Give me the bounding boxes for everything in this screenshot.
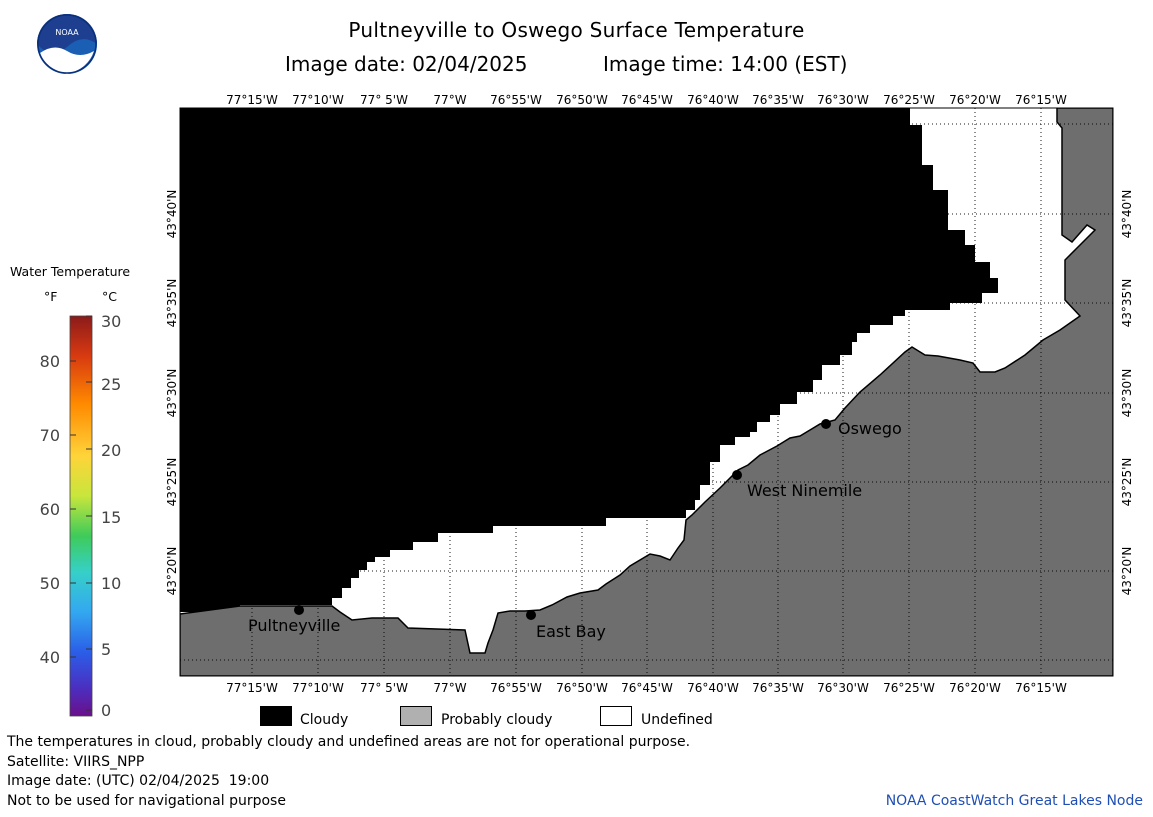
utc-date-note: Image date: (UTC) 02/04/2025 19:00 xyxy=(7,773,270,789)
cloud-area xyxy=(180,108,998,612)
lon-label: 76°55'W xyxy=(490,681,542,695)
unit-celsius: °C xyxy=(102,289,117,304)
c-tick: 15 xyxy=(101,508,121,527)
land-area xyxy=(180,108,1113,676)
lon-label: 76°25'W xyxy=(883,93,935,107)
lat-label: 43°25'N xyxy=(1120,458,1134,507)
lon-label: 76°50'W xyxy=(556,681,608,695)
lon-label: 77°10'W xyxy=(292,93,344,107)
east-bay-marker xyxy=(526,610,536,620)
lon-label: 76°50'W xyxy=(556,93,608,107)
graticule xyxy=(180,108,1113,676)
place-markers: Oswego West Ninemile Pultneyville East B… xyxy=(248,419,902,641)
logo-text: NOAA xyxy=(55,28,79,37)
color-scale: 80 70 60 50 40 30 25 20 15 10 5 0 xyxy=(40,312,122,720)
image-time: Image time: 14:00 (EST) xyxy=(603,52,848,76)
satellite-note: Satellite: VIIRS_NPP xyxy=(7,754,145,770)
noaa-logo: NOAA xyxy=(36,13,98,75)
lat-label: 43°40'N xyxy=(165,190,179,239)
disclaimer-note: The temperatures in cloud, probably clou… xyxy=(7,734,691,750)
lon-label: 76°15'W xyxy=(1015,681,1067,695)
lon-label: 76°20'W xyxy=(949,93,1001,107)
place-label-east-bay: East Bay xyxy=(536,622,606,641)
legend-undefined: Undefined xyxy=(641,712,713,728)
bottom-longitude-labels: 77°15'W 77°10'W 77° 5'W 77°W 76°55'W 76°… xyxy=(226,681,1067,695)
right-latitude-labels: 43°40'N 43°35'N 43°30'N 43°25'N 43°20'N xyxy=(1120,190,1134,596)
lon-label: 77° 5'W xyxy=(360,681,408,695)
c-tick: 20 xyxy=(101,441,121,460)
celsius-ticks: 30 25 20 15 10 5 0 xyxy=(101,312,121,720)
lon-label: 77° 5'W xyxy=(360,93,408,107)
unit-fahrenheit: °F xyxy=(44,289,58,304)
navigation-note: Not to be used for navigational purpose xyxy=(7,793,286,809)
f-tick: 40 xyxy=(40,648,60,667)
probably-cloudy-swatch xyxy=(400,706,432,726)
lon-label: 76°15'W xyxy=(1015,93,1067,107)
oswego-marker xyxy=(821,419,831,429)
lon-label: 77°15'W xyxy=(226,681,278,695)
left-latitude-labels: 43°40'N 43°35'N 43°30'N 43°25'N 43°20'N xyxy=(165,190,179,596)
undefined-swatch xyxy=(600,706,632,726)
c-tick: 30 xyxy=(101,312,121,331)
lat-label: 43°30'N xyxy=(165,369,179,418)
f-tick: 50 xyxy=(40,574,60,593)
lon-label: 77°W xyxy=(433,681,466,695)
lat-label: 43°35'N xyxy=(165,279,179,328)
lat-label: 43°40'N xyxy=(1120,190,1134,239)
lon-label: 76°35'W xyxy=(752,93,804,107)
lon-label: 76°45'W xyxy=(621,93,673,107)
color-bar-ticks xyxy=(70,315,92,711)
c-tick: 25 xyxy=(101,375,121,394)
f-tick: 80 xyxy=(40,352,60,371)
fahrenheit-ticks: 80 70 60 50 40 xyxy=(40,352,60,667)
lon-label: 76°45'W xyxy=(621,681,673,695)
pultneyville-marker xyxy=(294,605,304,615)
place-label-pultneyville: Pultneyville xyxy=(248,616,340,635)
legend-probably-cloudy: Probably cloudy xyxy=(441,712,553,728)
lat-label: 43°25'N xyxy=(165,458,179,507)
lon-label: 76°20'W xyxy=(949,681,1001,695)
lon-label: 76°30'W xyxy=(817,681,869,695)
top-longitude-labels: 77°15'W 77°10'W 77° 5'W 77°W 76°55'W 76°… xyxy=(226,93,1067,107)
c-tick: 5 xyxy=(101,640,111,659)
lon-label: 76°40'W xyxy=(687,93,739,107)
legend-cloudy: Cloudy xyxy=(300,712,349,728)
place-label-west-ninemile: West Ninemile xyxy=(747,481,862,500)
color-scale-title: Water Temperature xyxy=(10,264,131,279)
lon-label: 76°25'W xyxy=(883,681,935,695)
lon-label: 76°30'W xyxy=(817,93,869,107)
lon-label: 77°15'W xyxy=(226,93,278,107)
lon-label: 77°W xyxy=(433,93,466,107)
lon-label: 76°55'W xyxy=(490,93,542,107)
f-tick: 70 xyxy=(40,426,60,445)
c-tick: 10 xyxy=(101,574,121,593)
credit-text: NOAA CoastWatch Great Lakes Node xyxy=(885,793,1143,809)
lon-label: 76°35'W xyxy=(752,681,804,695)
image-date: Image date: 02/04/2025 xyxy=(285,52,528,76)
cloudy-swatch xyxy=(260,706,292,726)
f-tick: 60 xyxy=(40,500,60,519)
lat-label: 43°20'N xyxy=(1120,547,1134,596)
west-ninemile-marker xyxy=(732,470,742,480)
c-tick: 0 xyxy=(101,701,111,720)
lat-label: 43°30'N xyxy=(1120,369,1134,418)
lat-label: 43°20'N xyxy=(165,547,179,596)
place-label-oswego: Oswego xyxy=(838,419,902,438)
map-title: Pultneyville to Oswego Surface Temperatu… xyxy=(348,18,805,42)
lon-label: 77°10'W xyxy=(292,681,344,695)
lat-label: 43°35'N xyxy=(1120,279,1134,328)
lon-label: 76°40'W xyxy=(687,681,739,695)
